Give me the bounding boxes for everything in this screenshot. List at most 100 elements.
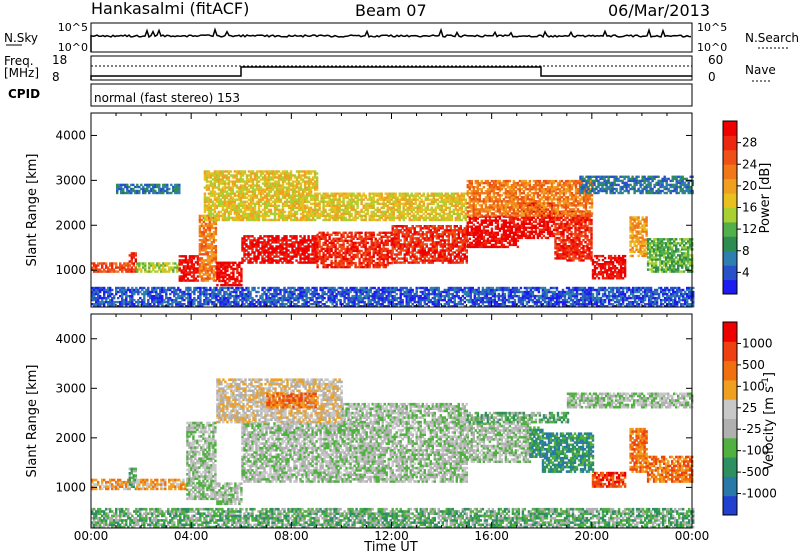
power-cell [155,286,158,290]
power-cell [103,303,106,306]
power-cell [285,296,288,300]
power-cell [279,305,282,308]
power-cell [305,298,308,302]
power-cell [161,290,164,294]
power-cell [197,305,200,308]
power-cell [329,298,332,302]
power-cell [91,303,94,306]
power-cell [419,286,422,290]
power-cell [131,288,134,292]
power-cell [291,305,294,308]
power-cell [355,290,358,294]
power-cell [215,294,218,298]
power-cell [133,305,136,308]
power-cell [151,305,154,308]
power-cell [173,290,176,294]
power-cell [125,290,128,294]
power-cell [237,303,240,306]
power-cell [277,292,280,296]
power-cell [277,286,280,290]
power-data-cells [91,170,695,308]
power-cell [147,286,150,290]
power-cell [289,294,292,298]
power-cell [405,225,408,228]
power-cell [311,286,314,290]
power-cell [231,290,234,294]
power-cell [283,296,286,300]
power-cell [267,296,270,300]
power-cell [305,294,308,298]
power-cell [295,303,298,306]
power-cell [386,241,389,245]
power-cell [129,305,132,308]
power-cell [301,298,304,302]
power-cell [275,294,278,298]
power-cell [335,296,338,300]
power-cell [107,305,110,308]
freq-label: Freq. [4,54,34,68]
power-cell [191,305,194,308]
power-cell [277,298,280,302]
power-cell [179,303,182,306]
power-cell [173,298,176,302]
power-cell [333,305,336,308]
power-cell [201,286,204,290]
power-cell [540,224,544,227]
power-cell [601,292,605,296]
power-cell [197,296,200,300]
power-cell [269,286,272,290]
power-cell [205,296,208,300]
power-cell [183,292,186,296]
power-cell [154,266,157,269]
power-cell [287,300,290,304]
power-cell [143,294,146,298]
power-cell [223,290,226,294]
power-cell [437,286,440,290]
power-cell [185,288,188,292]
power-cell [144,262,147,265]
power-cell [223,292,226,296]
power-cell [127,294,130,298]
power-cell [235,296,238,300]
power-cell [175,296,178,300]
power-cell [303,294,306,298]
nsky-label: N.Sky [4,31,38,45]
power-cell [235,286,238,290]
power-cell [167,300,170,304]
power-cell [157,298,160,302]
power-cell [101,286,104,290]
power-cell [239,294,242,298]
power-cell [219,305,222,308]
power-cell [257,255,260,258]
power-cell [145,288,148,292]
power-cell [214,245,218,248]
power-cell [307,286,310,290]
power-cell [309,288,312,292]
power-cell [299,253,302,256]
power-cell [199,303,202,306]
power-cell [137,292,140,296]
power-cell [279,288,282,292]
power-cell [345,305,348,308]
power-cell [201,305,204,308]
power-cell [235,290,238,294]
power-cell [275,288,278,292]
power-cell [327,298,330,302]
power-cell [257,290,260,294]
power-cell [419,255,422,258]
power-cell [269,303,272,306]
power-cell [661,292,665,296]
power-cell [317,303,320,306]
power-cell [161,296,164,300]
power-cell [317,296,320,300]
power-cell [239,290,242,294]
power-cell [141,292,144,296]
power-cell [155,298,158,302]
power-cell [203,290,206,294]
power-cell [251,305,254,308]
power-cell [419,233,422,236]
power-cell [215,286,218,290]
power-cell [95,300,98,304]
power-cell [318,251,321,255]
power-cell [333,296,336,300]
